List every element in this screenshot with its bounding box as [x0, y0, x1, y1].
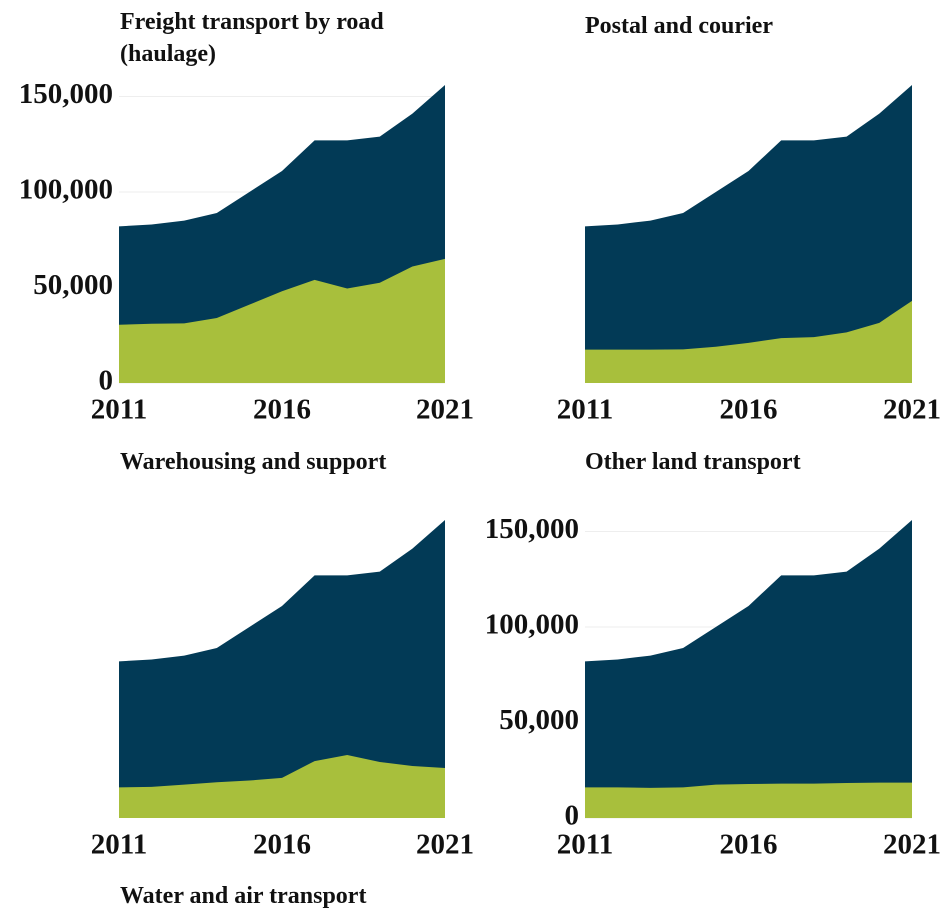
panel-title: Water and air transport — [120, 883, 367, 909]
y-tick-label: 50,000 — [33, 269, 113, 301]
area — [585, 85, 912, 383]
x-tick-label: 2011 — [91, 394, 147, 426]
x-tick-label: 2016 — [720, 829, 778, 861]
x-tick-label: 2011 — [557, 394, 613, 426]
x-tick-label: 2016 — [720, 394, 778, 426]
area — [585, 300, 912, 383]
x-tick-label: 2021 — [416, 394, 474, 426]
x-tick-label: 2011 — [557, 829, 613, 861]
area — [585, 520, 912, 818]
area — [119, 258, 445, 383]
x-tick-label: 2011 — [91, 829, 147, 861]
panel-title: Other land transport — [585, 449, 801, 475]
y-tick-label: 0 — [565, 800, 580, 832]
x-tick-label: 2016 — [253, 829, 311, 861]
y-tick-label: 50,000 — [499, 704, 579, 736]
area — [119, 754, 445, 818]
area — [119, 520, 445, 818]
x-tick-label: 2021 — [883, 394, 941, 426]
panel-title: Freight transport by road (haulage) — [120, 9, 384, 67]
panel-title: Warehousing and support — [120, 449, 387, 475]
y-tick-label: 150,000 — [485, 513, 579, 545]
panel-title: Postal and courier — [585, 13, 773, 39]
area — [585, 782, 912, 818]
x-tick-label: 2021 — [883, 829, 941, 861]
y-tick-label: 100,000 — [19, 174, 113, 206]
x-tick-label: 2021 — [416, 829, 474, 861]
y-tick-label: 0 — [99, 365, 114, 397]
x-tick-label: 2016 — [253, 394, 311, 426]
y-tick-label: 150,000 — [19, 78, 113, 110]
y-tick-label: 100,000 — [485, 609, 579, 641]
